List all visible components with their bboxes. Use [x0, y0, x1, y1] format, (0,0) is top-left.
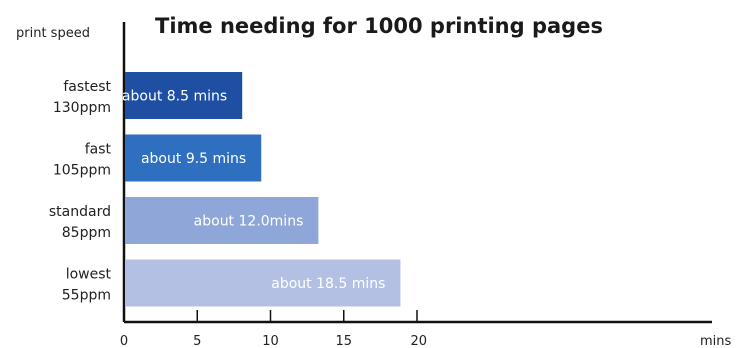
x-tick-label-1: 5 [193, 334, 201, 348]
y-axis-label: print speed [16, 26, 90, 41]
bar-data-label-3: about 18.5 mins [271, 276, 385, 292]
category-sublabel-1: 105ppm [53, 163, 111, 179]
category-sublabel-2: 85ppm [62, 225, 111, 241]
x-tick-label-2: 10 [262, 334, 279, 348]
category-sublabel-3: 55ppm [62, 288, 111, 304]
x-axis-unit-label: mins [700, 334, 732, 348]
chart-title: Time needing for 1000 printing pages [155, 14, 603, 38]
category-label-2: standard [49, 204, 111, 220]
category-sublabel-0: 130ppm [53, 100, 111, 116]
category-label-0: fastest [63, 79, 111, 95]
bar-2 [125, 197, 319, 244]
bar-data-label-0: about 8.5 mins [122, 89, 227, 105]
bar-0 [125, 72, 243, 119]
bar-3 [125, 259, 401, 307]
bar-data-label-1: about 9.5 mins [141, 151, 246, 167]
bar-data-label-2: about 12.0mins [194, 214, 304, 230]
x-tick-label-0: 0 [120, 334, 128, 348]
x-tick-label-3: 15 [335, 334, 352, 348]
x-tick-label-4: 20 [410, 334, 427, 348]
category-label-1: fast [85, 142, 112, 158]
category-label-3: lowest [66, 267, 112, 283]
bar-1 [125, 134, 262, 182]
